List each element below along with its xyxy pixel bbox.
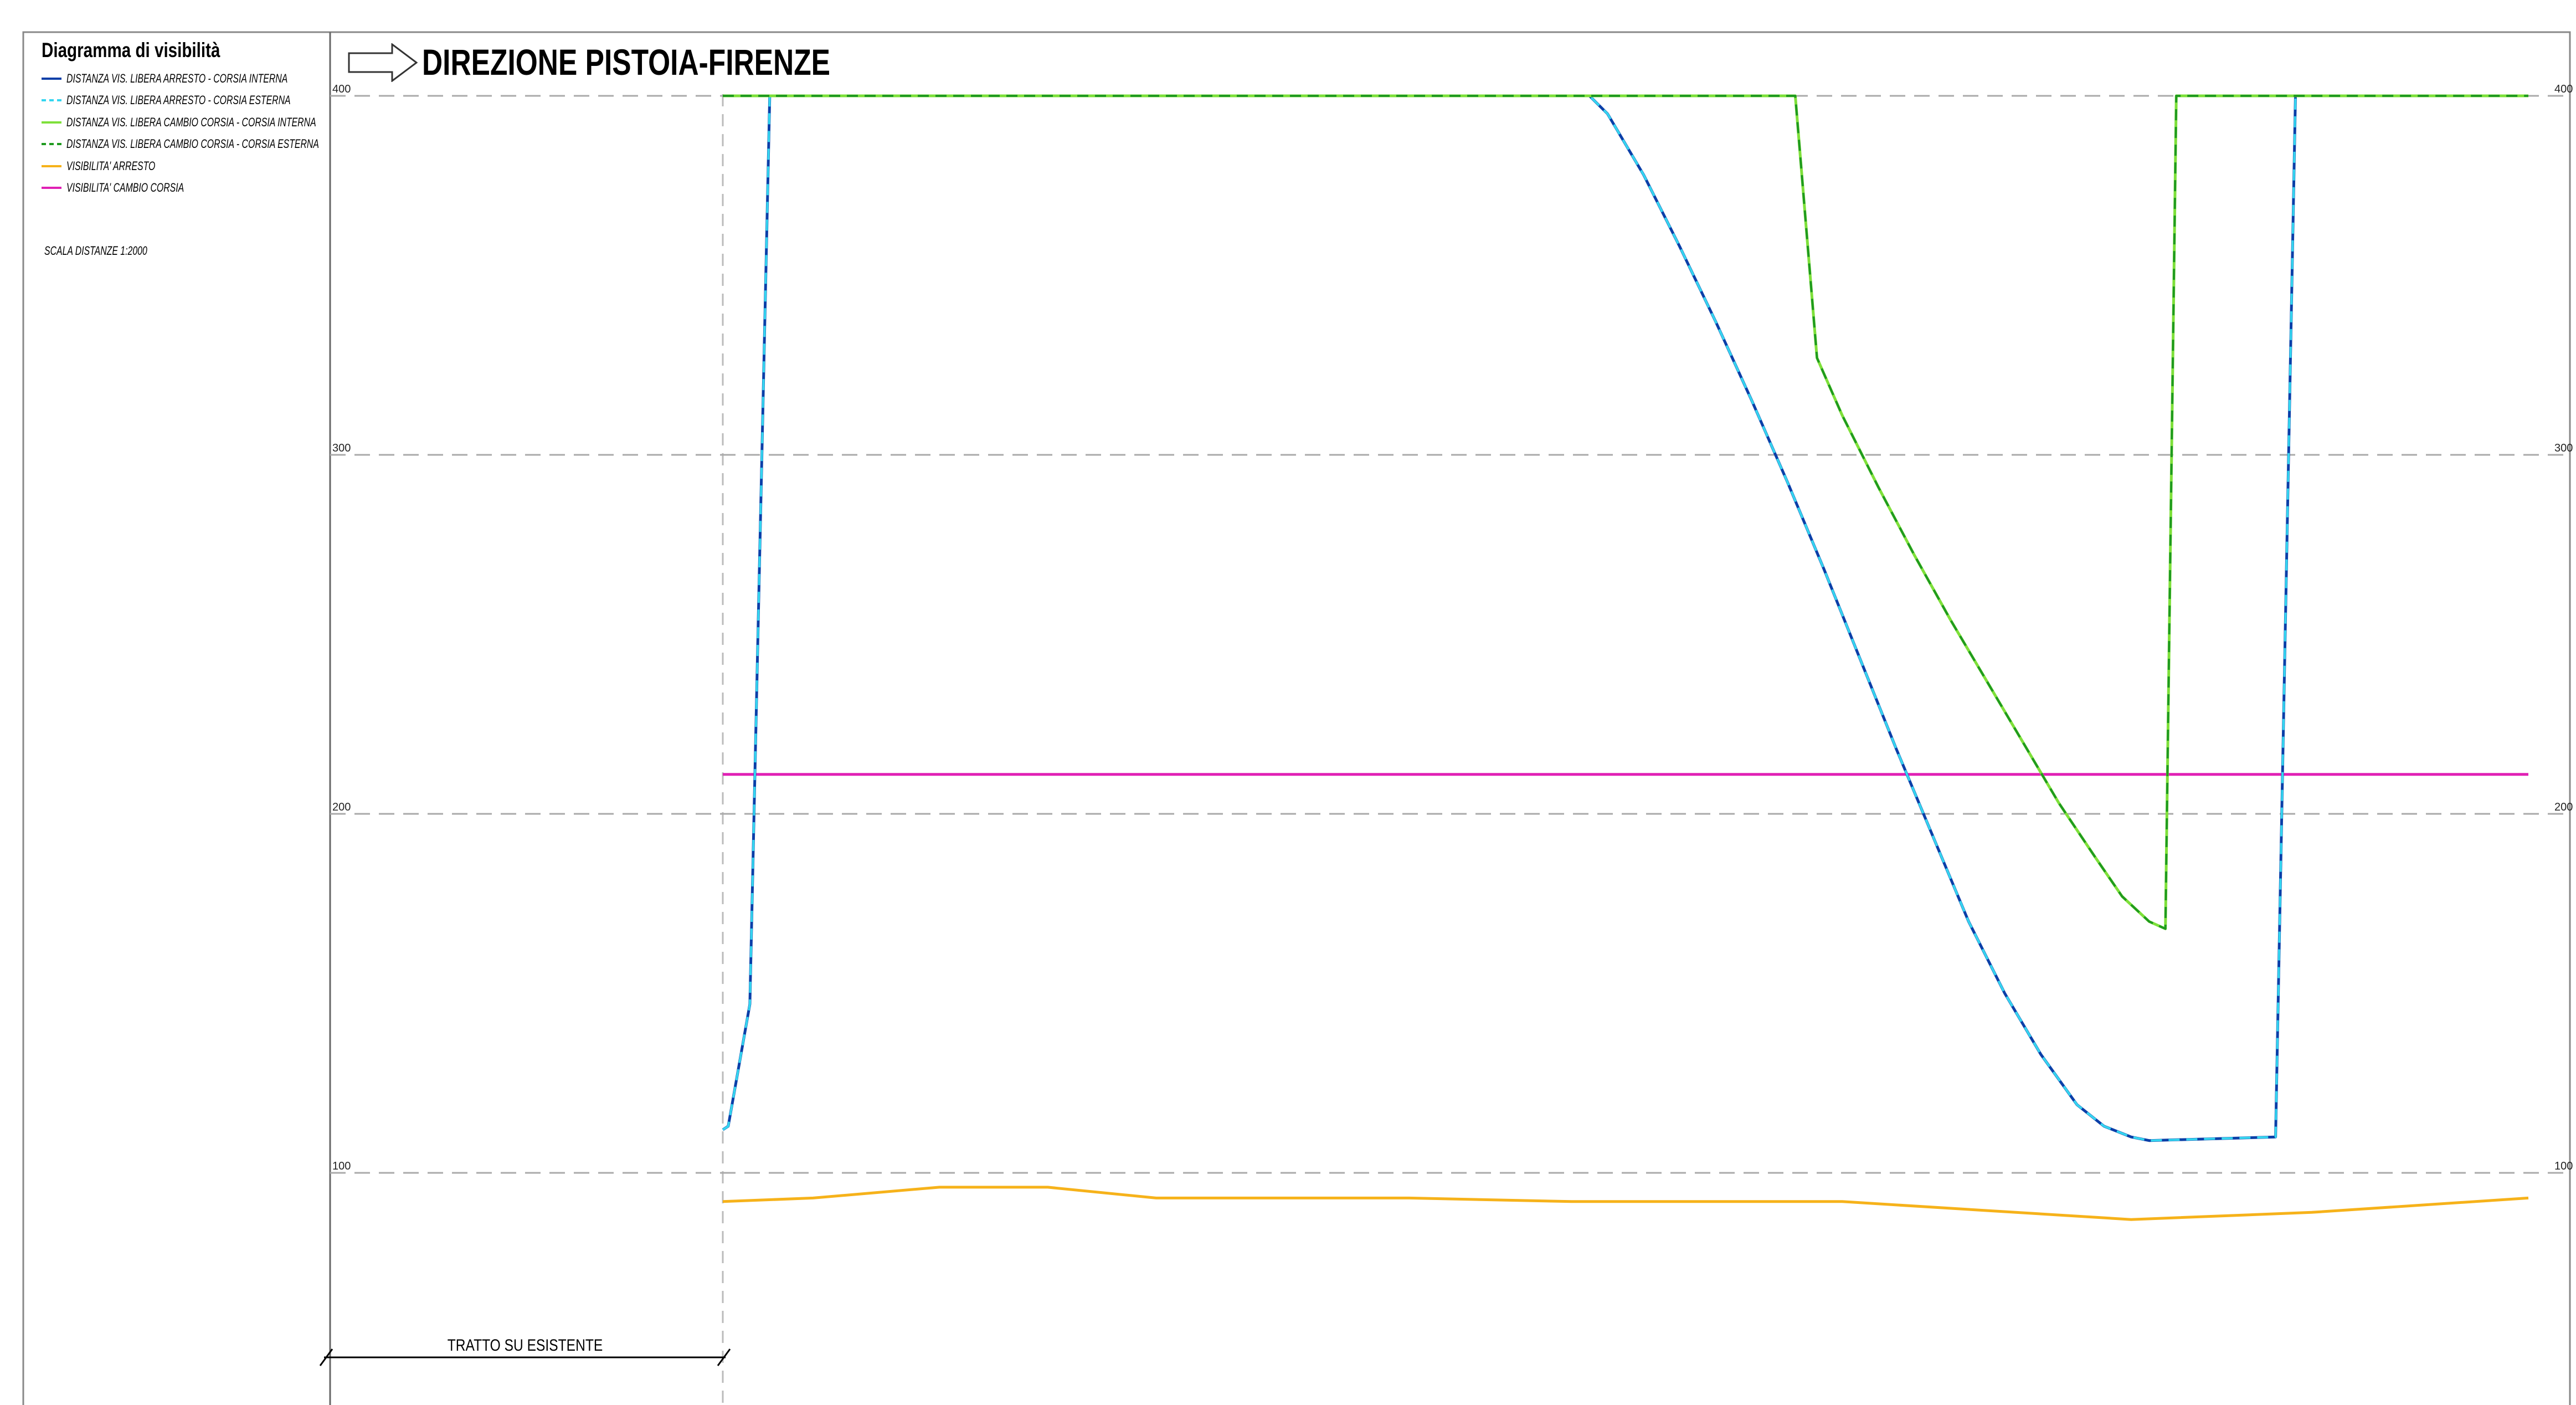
legend-item-label: VISIBILITA' CAMBIO CORSIA	[66, 181, 184, 195]
legend-item-label: DISTANZA VIS. LIBERA ARRESTO - CORSIA IN…	[66, 71, 288, 85]
legend-item: VISIBILITA' CAMBIO CORSIA	[42, 177, 324, 199]
legend-item-label: DISTANZA VIS. LIBERA ARRESTO - CORSIA ES…	[66, 93, 291, 107]
y-tick-label-left: 200	[332, 801, 351, 813]
y-tick-label-right: 200	[2554, 801, 2573, 813]
legend-item-label: DISTANZA VIS. LIBERA CAMBIO CORSIA - COR…	[66, 137, 319, 151]
legend-item-label: VISIBILITA' ARRESTO	[66, 158, 156, 173]
series-line-1	[722, 95, 2528, 1142]
right-arrow-icon	[348, 43, 418, 85]
legend-item: DISTANZA VIS. LIBERA CAMBIO CORSIA - COR…	[42, 134, 324, 156]
legend-swatch	[42, 121, 61, 124]
y-tick-label-right: 300	[2554, 442, 2573, 454]
scale-note: SCALA DISTANZE 1:2000	[44, 244, 147, 258]
series-line-4	[722, 1186, 2529, 1221]
series-line-2	[723, 94, 2528, 930]
y-tick-label-left: 100	[332, 1160, 351, 1172]
legend-swatch	[42, 187, 61, 189]
dimension-tick-left	[319, 1348, 333, 1366]
legend: Diagramma di visibilità DISTANZA VIS. LI…	[42, 39, 324, 199]
y-tick-label-left: 300	[332, 442, 351, 454]
series-line-3	[723, 95, 2528, 930]
existing-stretch-label: TRATTO SU ESISTENTE	[448, 1336, 603, 1355]
legend-swatch	[42, 165, 61, 167]
legend-title: Diagramma di visibilità	[42, 39, 220, 61]
dimension-tick-right	[717, 1348, 731, 1366]
existing-stretch-dimension: TRATTO SU ESISTENTE	[319, 1336, 731, 1366]
legend-item-label: DISTANZA VIS. LIBERA CAMBIO CORSIA - COR…	[66, 115, 316, 129]
legend-swatch	[42, 99, 61, 102]
legend-item: DISTANZA VIS. LIBERA ARRESTO - CORSIA IN…	[42, 68, 324, 90]
legend-item: DISTANZA VIS. LIBERA ARRESTO - CORSIA ES…	[42, 90, 324, 112]
grid-lines: 100 100 200 200 300 300 400 400	[330, 83, 2573, 1174]
outer-border	[22, 31, 2571, 1405]
legend-swatch	[42, 77, 61, 80]
y-tick-label-left: 400	[332, 83, 351, 95]
y-tick-label-right: 100	[2554, 1160, 2573, 1172]
chart-title: DIREZIONE PISTOIA-FIRENZE	[422, 42, 830, 83]
y-tick-label-right: 400	[2554, 83, 2573, 95]
series-group	[722, 94, 2529, 1221]
series-line-0	[722, 94, 2528, 1142]
legend-item: DISTANZA VIS. LIBERA CAMBIO CORSIA - COR…	[42, 111, 324, 134]
legend-item: VISIBILITA' ARRESTO	[42, 155, 324, 177]
legend-swatch	[42, 143, 61, 146]
